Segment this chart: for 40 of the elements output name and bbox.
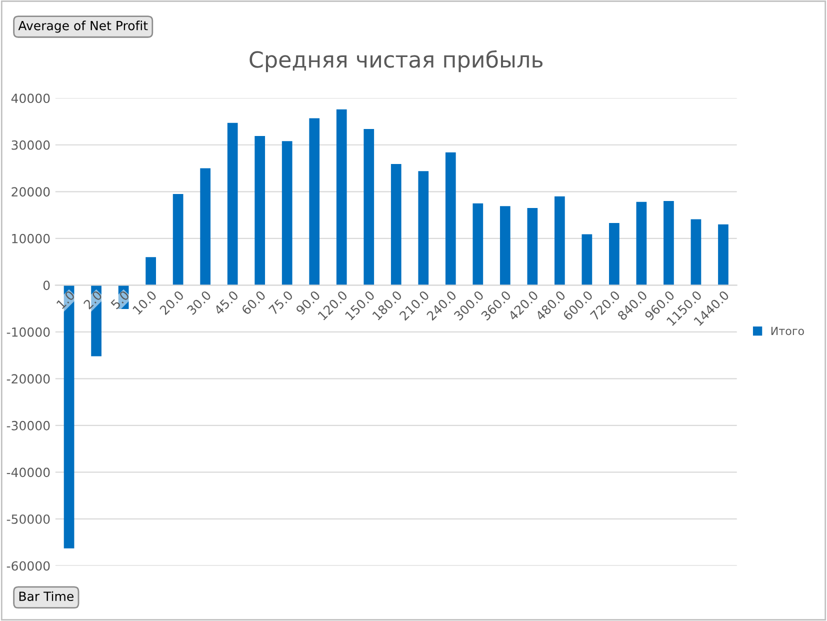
bar xyxy=(254,136,266,286)
bar xyxy=(609,222,620,286)
bar xyxy=(500,206,510,286)
y-tick-label: -20000 xyxy=(6,374,50,384)
bar xyxy=(718,224,728,286)
bar xyxy=(200,168,211,286)
y-tick-label: -50000 xyxy=(6,514,50,524)
x-tick-label: 2.0 xyxy=(83,290,103,310)
bar xyxy=(664,200,674,286)
bar xyxy=(390,164,402,286)
bar xyxy=(282,141,292,286)
bar xyxy=(146,257,156,286)
y-tick-label: -10000 xyxy=(6,327,50,337)
text: Bar Time xyxy=(19,591,74,602)
bar xyxy=(472,203,484,286)
bar xyxy=(636,202,647,286)
bar xyxy=(172,194,184,286)
y-tick-label: -40000 xyxy=(6,468,50,478)
bar xyxy=(582,234,592,286)
bar xyxy=(227,122,238,286)
text: Average of Net Profit xyxy=(18,20,148,33)
bar xyxy=(527,208,538,286)
y-tick-label: 0 xyxy=(43,280,50,290)
y-tick-label: -60000 xyxy=(6,561,50,571)
bar xyxy=(309,118,320,286)
chart-title: Средняя чистая прибыль xyxy=(250,50,543,72)
y-tick-label: -30000 xyxy=(6,420,50,430)
bar xyxy=(554,196,565,286)
y-tick-label: 30000 xyxy=(12,140,50,150)
bar xyxy=(336,109,347,286)
legend-label: Итого xyxy=(771,326,804,336)
x-tick-label: 1.0 xyxy=(56,290,76,310)
x-tick-label: 5.0 xyxy=(110,290,130,310)
y-tick-label: 20000 xyxy=(12,187,50,197)
y-tick-label: 40000 xyxy=(11,94,50,104)
bar xyxy=(364,128,374,286)
bar xyxy=(690,219,702,286)
y-tick-label: 10000 xyxy=(12,234,50,244)
bar xyxy=(418,171,429,286)
bar xyxy=(445,152,456,286)
